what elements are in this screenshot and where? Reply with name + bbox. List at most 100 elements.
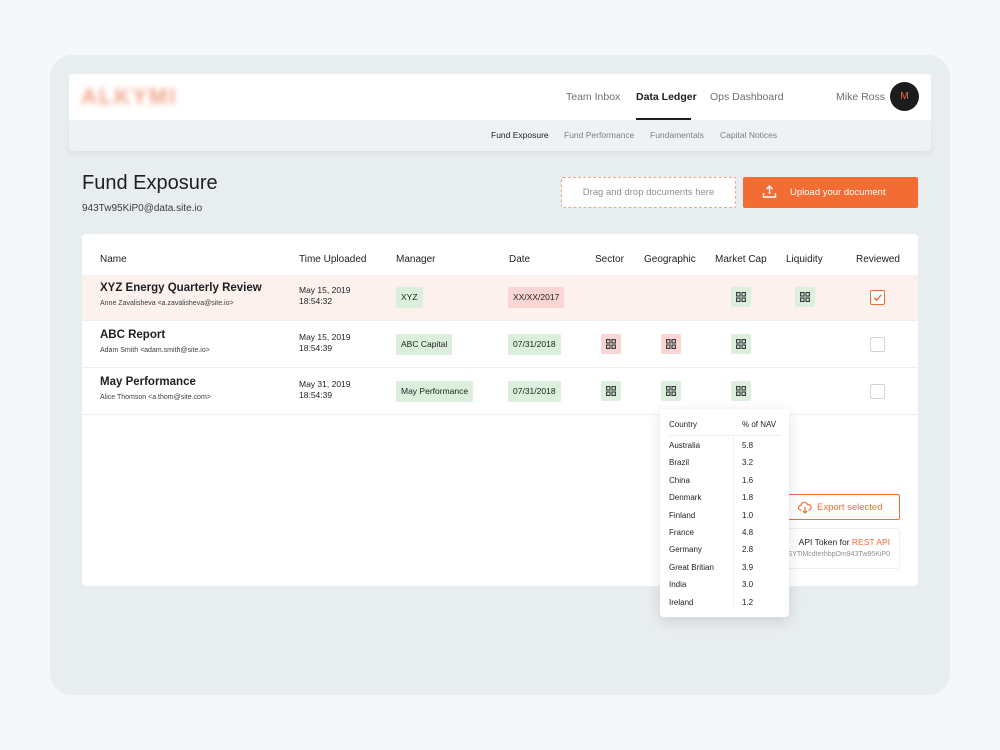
grid-icon (736, 386, 746, 396)
document-title[interactable]: May Performance (100, 376, 196, 388)
upload-time: 18:54:39 (299, 343, 333, 353)
col-header-time-uploaded[interactable]: Time Uploaded (299, 254, 367, 265)
date-tag[interactable]: 07/31/2018 (508, 334, 561, 355)
date-tag[interactable]: 07/31/2018 (508, 381, 561, 402)
document-title[interactable]: XYZ Energy Quarterly Review (100, 282, 262, 294)
upload-dropzone[interactable]: Drag and drop documents here (561, 177, 736, 208)
popover-country: China (669, 475, 690, 485)
market-cap-status-icon[interactable] (731, 287, 751, 307)
date-tag[interactable]: XX/XX/2017 (508, 287, 565, 308)
grid-icon (800, 292, 810, 302)
table-row[interactable]: May Performance Alice Thomson <a.thom@sit… (82, 369, 918, 415)
popover-country: Brazil (669, 458, 690, 468)
upload-date: May 31, 2019 (299, 379, 351, 389)
manager-tag[interactable]: May Performance (396, 381, 474, 402)
upload-date: May 15, 2019 (299, 285, 351, 295)
api-token-value[interactable]: 2SYTiMcdterhbpOm943Tw95KiP0 (783, 551, 890, 558)
geographic-status-icon[interactable] (661, 334, 681, 354)
popover-country: Australia (669, 441, 701, 450)
grid-icon (736, 292, 746, 302)
export-selected-button[interactable]: Export selected (788, 494, 900, 520)
time-uploaded: May 31, 2019 18:54:39 (299, 379, 351, 401)
table-row[interactable]: ABC Report Adam Smith <adam.smith@site.io… (82, 322, 918, 368)
brand-logo[interactable]: ALKYMI (81, 84, 178, 109)
nav-team-inbox[interactable]: Team Inbox (566, 91, 621, 103)
reviewed-checkbox[interactable] (870, 290, 885, 305)
user-avatar[interactable]: M (890, 82, 919, 111)
page-title: Fund Exposure (82, 172, 218, 194)
api-token-title: API Token for REST API (799, 537, 890, 547)
time-uploaded: May 15, 2019 18:54:32 (299, 285, 351, 307)
upload-button-label: Upload your document (790, 187, 886, 198)
page-email: 943Tw95KiP0@data.site.io (82, 203, 203, 214)
col-header-name[interactable]: Name (100, 254, 127, 265)
upload-icon (762, 185, 777, 198)
geographic-status-icon[interactable] (661, 381, 681, 401)
popover-nav-value: 1.0 (742, 510, 754, 520)
popover-header-nav: % of NAV (742, 420, 777, 429)
active-nav-underline (636, 118, 691, 120)
top-navbar: ALKYMI Team Inbox Data Ledger Ops Dashbo… (69, 74, 931, 120)
market-cap-status-icon[interactable] (731, 381, 751, 401)
upload-date: May 15, 2019 (299, 332, 351, 342)
grid-icon (606, 386, 616, 396)
user-name[interactable]: Mike Ross (836, 91, 886, 103)
grid-icon (666, 339, 676, 349)
col-header-market-cap[interactable]: Market Cap (715, 254, 767, 265)
subnav-fund-performance[interactable]: Fund Performance (564, 130, 635, 140)
popover-country: India (669, 580, 687, 590)
grid-icon (606, 339, 616, 349)
col-header-reviewed[interactable]: Reviewed (856, 254, 900, 265)
upload-time: 18:54:32 (299, 296, 333, 306)
upload-button[interactable]: Upload your document (743, 177, 918, 208)
document-uploader: Alice Thomson <a.thom@site.com> (100, 394, 211, 401)
document-uploader: Adam Smith <adam.smith@site.io> (100, 347, 210, 354)
popover-country: Finland (669, 510, 696, 520)
col-header-manager[interactable]: Manager (396, 254, 436, 265)
popover-country: France (669, 528, 694, 537)
popover-nav-value: 1.6 (742, 475, 754, 485)
api-token-box: API Token for REST API 2SYTiMcdterhbpOm9… (782, 528, 900, 569)
popover-nav-value: 3.2 (742, 458, 754, 468)
document-uploader: Anne Zavalisheva <a.zavalisheva@site.io> (100, 300, 234, 307)
api-token-prefix: API Token for (798, 537, 852, 547)
reviewed-checkbox[interactable] (870, 337, 885, 352)
popover-nav-value: 3.0 (742, 580, 754, 590)
manager-tag[interactable]: XYZ (396, 287, 423, 308)
export-selected-label: Export selected (817, 502, 883, 513)
grid-icon (666, 386, 676, 396)
popover-header-country: Country (669, 420, 698, 429)
col-header-geographic[interactable]: Geographic (644, 254, 696, 265)
popover-column-divider (733, 437, 734, 609)
documents-table-card: Name Time Uploaded Manager Date Sector G… (82, 234, 918, 586)
manager-tag[interactable]: ABC Capital (396, 334, 453, 355)
cloud-download-icon (798, 501, 812, 514)
popover-nav-value: 5.8 (742, 441, 754, 450)
col-header-date[interactable]: Date (509, 254, 531, 265)
reviewed-checkbox[interactable] (870, 384, 885, 399)
liquidity-status-icon[interactable] (795, 287, 815, 307)
sector-status-icon[interactable] (601, 334, 621, 354)
nav-data-ledger[interactable]: Data Ledger (636, 91, 697, 103)
popover-country: Great Britian (669, 562, 714, 572)
col-header-liquidity[interactable]: Liquidity (786, 254, 823, 265)
upload-time: 18:54:39 (299, 390, 333, 400)
subnav-capital-notices[interactable]: Capital Notices (720, 130, 778, 140)
sector-status-icon[interactable] (601, 381, 621, 401)
col-header-sector[interactable]: Sector (595, 254, 624, 265)
geographic-popover: Country % of NAV Australia 5.8 Brazil 3.2 Ch… (660, 409, 789, 617)
rest-api-link[interactable]: REST API (851, 537, 890, 547)
popover-header-divider (668, 435, 781, 436)
grid-icon (736, 339, 746, 349)
time-uploaded: May 15, 2019 18:54:39 (299, 332, 351, 354)
document-title[interactable]: ABC Report (100, 329, 166, 341)
table-row[interactable]: XYZ Energy Quarterly Review Anne Zavalish… (82, 275, 918, 321)
subnav-fundamentals[interactable]: Fundamentals (650, 130, 704, 140)
subnav-fund-exposure[interactable]: Fund Exposure (491, 130, 549, 140)
nav-ops-dashboard[interactable]: Ops Dashboard (710, 91, 784, 103)
market-cap-status-icon[interactable] (731, 334, 751, 354)
popover-country: Germany (669, 545, 702, 555)
popover-nav-value: 1.8 (742, 493, 754, 503)
check-icon (873, 294, 882, 302)
popover-country: Denmark (669, 493, 702, 503)
